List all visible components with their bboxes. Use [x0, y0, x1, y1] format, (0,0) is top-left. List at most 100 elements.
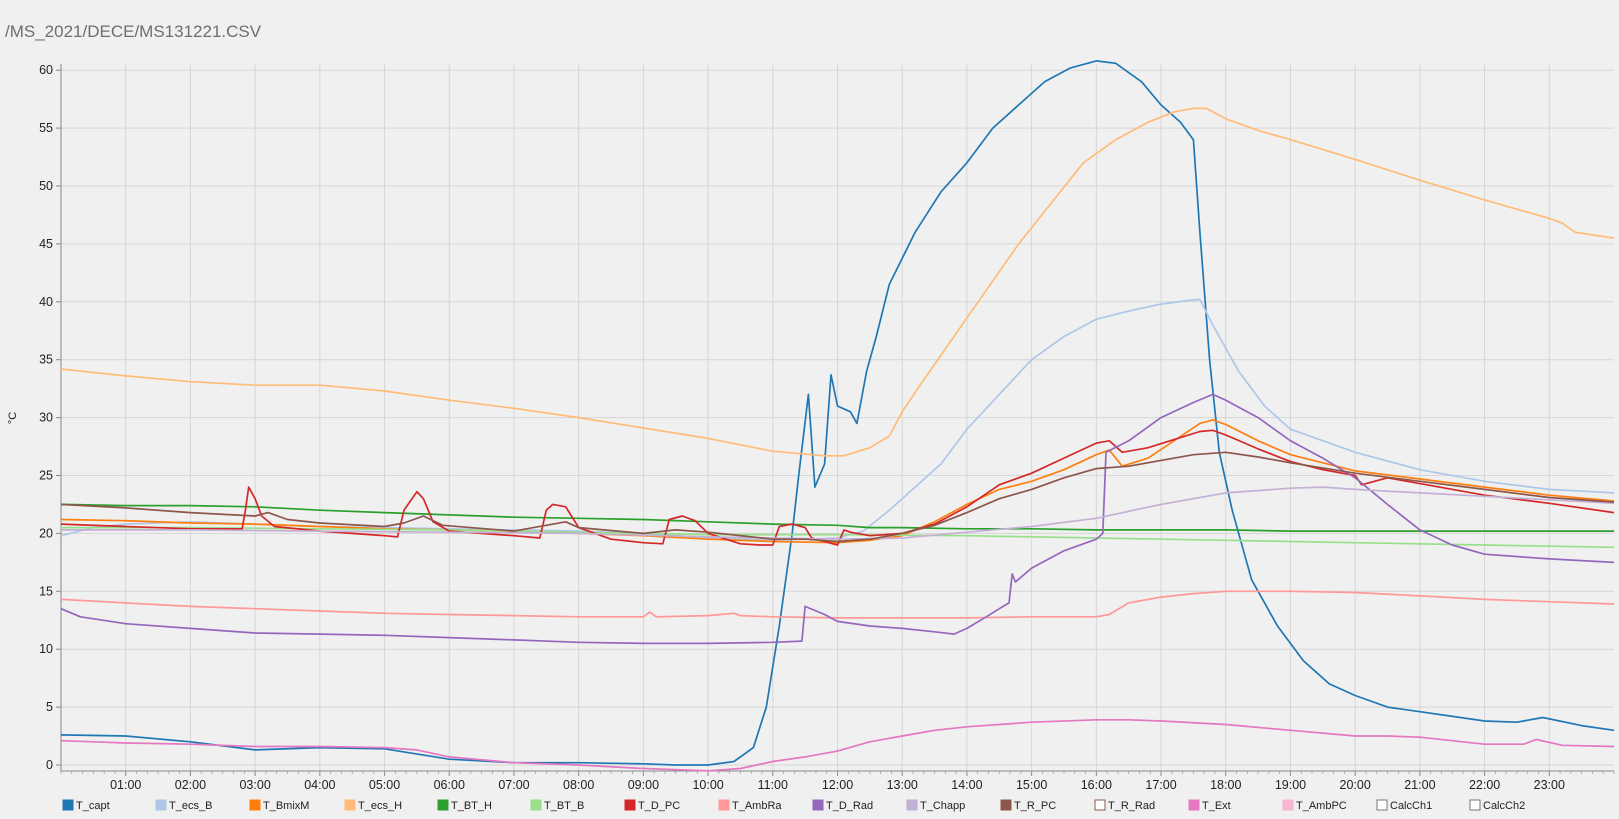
x-tick-label: 13:00	[887, 778, 918, 792]
legend-item-t-ambra[interactable]: T_AmbRa	[718, 799, 782, 812]
series-line-t-bt-h	[60, 503, 1614, 532]
legend-item-t-r-rad[interactable]: T_R_Rad	[1094, 799, 1155, 812]
legend-label: T_capt	[76, 800, 110, 812]
legend-label: T_BT_B	[544, 800, 584, 812]
legend-swatch	[249, 799, 261, 811]
legend-label: T_AmbPC	[1296, 800, 1347, 812]
series-line-t-d-pc	[60, 429, 1615, 546]
legend-swatch	[155, 799, 167, 811]
series-line-t-capt	[60, 60, 1615, 766]
x-tick-label: 05:00	[369, 778, 400, 792]
y-tick-label: 35	[39, 353, 53, 367]
y-tick-label: 60	[39, 63, 53, 77]
file-path-title: /MS_2021/DECE/MS131221.CSV	[5, 22, 262, 41]
legend-item-t-ambpc[interactable]: T_AmbPC	[1282, 799, 1347, 812]
x-tick-label: 19:00	[1275, 778, 1306, 792]
legend-label: T_ecs_B	[169, 800, 212, 812]
x-tick-label: 08:00	[563, 778, 594, 792]
legend-swatch	[1282, 799, 1294, 811]
x-tick-label: 07:00	[498, 778, 529, 792]
legend-label: CalcCh2	[1483, 800, 1525, 812]
series-line-t-ambra	[60, 590, 1615, 619]
x-tick-label: 20:00	[1340, 778, 1371, 792]
y-tick-label: 40	[39, 295, 53, 309]
legend-item-t-chapp[interactable]: T_Chapp	[906, 799, 965, 812]
legend-swatch	[437, 799, 449, 811]
series-line-t-r-pc	[60, 451, 1615, 543]
series-line-t-ext	[60, 718, 1615, 772]
legend-label: T_BT_H	[451, 800, 492, 812]
y-tick-label: 5	[46, 700, 53, 714]
y-tick-label: 15	[39, 584, 53, 598]
y-tick-label: 55	[39, 121, 53, 135]
grid	[61, 64, 1614, 771]
series-line-t-chapp	[61, 486, 1615, 541]
legend-swatch	[1000, 799, 1012, 811]
legend-label: T_Chapp	[920, 800, 965, 812]
legend-item-t-ecs-h[interactable]: T_ecs_H	[344, 799, 402, 812]
legend-swatch	[1188, 799, 1200, 811]
x-tick-label: 15:00	[1016, 778, 1047, 792]
legend-item-t-ext[interactable]: T_Ext	[1188, 799, 1231, 812]
legend-swatch	[906, 799, 918, 811]
legend-label: T_Ext	[1202, 800, 1231, 812]
legend-label: T_D_PC	[638, 800, 680, 812]
legend-item-calcch1[interactable]: CalcCh1	[1376, 799, 1432, 812]
x-tick-label: 18:00	[1210, 778, 1241, 792]
x-tick-label: 12:00	[822, 778, 853, 792]
series-line-t-d-rad	[60, 393, 1615, 645]
legend-swatch	[62, 799, 74, 811]
y-tick-label: 50	[39, 179, 53, 193]
legend-item-t-d-rad[interactable]: T_D_Rad	[812, 799, 873, 812]
legend-label: T_BmixM	[263, 800, 309, 812]
x-tick-label: 09:00	[628, 778, 659, 792]
legend-swatch	[530, 799, 542, 811]
y-tick-label: 10	[39, 642, 53, 656]
legend-item-t-bmixm[interactable]: T_BmixM	[249, 799, 309, 812]
x-tick-label: 22:00	[1469, 778, 1500, 792]
y-tick-label: 45	[39, 237, 53, 251]
legend-swatch	[1469, 799, 1481, 811]
x-tick-label: 23:00	[1534, 778, 1565, 792]
legend-item-t-capt[interactable]: T_capt	[62, 799, 110, 812]
series-lines	[60, 60, 1615, 772]
x-tick-label: 11:00	[758, 778, 788, 792]
y-tick-label: 0	[46, 758, 53, 772]
y-axis-label: °C	[7, 412, 19, 424]
legend-swatch	[1376, 799, 1388, 811]
series-line-t-bt-b	[61, 526, 1615, 549]
legend-swatch	[624, 799, 636, 811]
x-tick-label: 16:00	[1081, 778, 1112, 792]
legend-label: T_ecs_H	[358, 800, 402, 812]
x-tick-label: 17:00	[1145, 778, 1176, 792]
x-tick-label: 06:00	[434, 778, 465, 792]
legend-label: T_R_Rad	[1108, 800, 1155, 812]
legend-swatch	[1094, 799, 1106, 811]
legend-item-t-ecs-b[interactable]: T_ecs_B	[155, 799, 212, 812]
legend-label: T_D_Rad	[826, 800, 873, 812]
x-tick-label: 04:00	[304, 778, 335, 792]
x-tick-label: 02:00	[175, 778, 206, 792]
y-tick-label: 25	[39, 469, 53, 483]
legend-item-calcch2[interactable]: CalcCh2	[1469, 799, 1525, 812]
x-tick-label: 10:00	[692, 778, 723, 792]
x-tick-label: 21:00	[1404, 778, 1435, 792]
y-tick-label: 20	[39, 526, 53, 540]
legend-swatch	[812, 799, 824, 811]
axes: 0 5 10 15 20 25 30 35 40 45 50 55 60 01:00 02:00 03:00 0…	[7, 63, 1615, 792]
series-line-t-ecs-b	[60, 298, 1615, 542]
legend-item-t-r-pc[interactable]: T_R_PC	[1000, 799, 1056, 812]
x-tick-label: 01:00	[110, 778, 141, 792]
legend-swatch	[718, 799, 730, 811]
x-tick-label: 03:00	[239, 778, 270, 792]
legend-label: T_AmbRa	[732, 800, 782, 812]
series-line-t-ecs-h	[60, 107, 1615, 457]
legend-item-t-bt-b[interactable]: T_BT_B	[530, 799, 584, 812]
legend[interactable]: T_capt T_ecs_B T_BmixM T_ecs_H T_BT_H T_BT_B T…	[62, 799, 1525, 812]
y-tick-label: 30	[39, 411, 53, 425]
legend-item-t-bt-h[interactable]: T_BT_H	[437, 799, 492, 812]
legend-label: T_R_PC	[1014, 800, 1056, 812]
legend-item-t-d-pc[interactable]: T_D_PC	[624, 799, 680, 812]
x-tick-label: 14:00	[951, 778, 982, 792]
